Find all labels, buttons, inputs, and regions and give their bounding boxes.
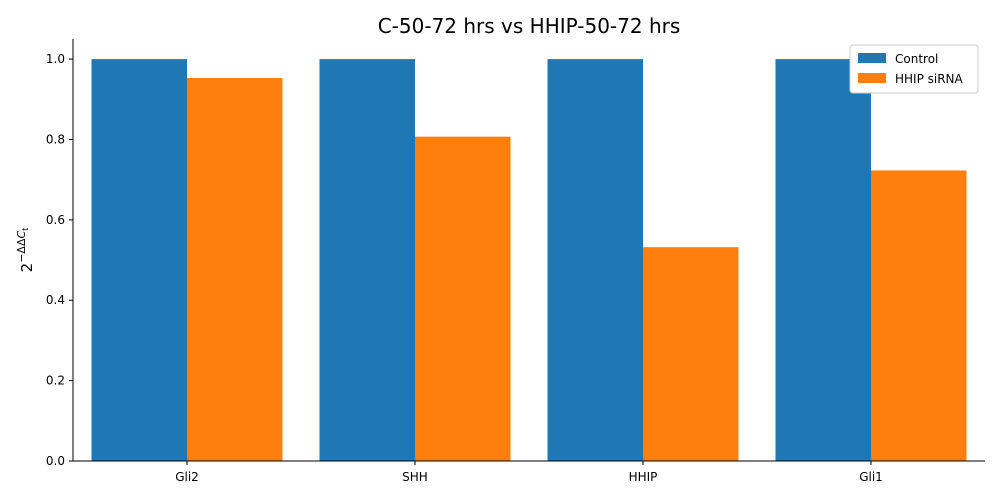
y-tick-label: 1.0	[46, 52, 65, 66]
plot-area	[91, 59, 967, 462]
chart-title: C-50-72 hrs vs HHIP-50-72 hrs	[378, 14, 681, 38]
y-axis-label: 2−ΔΔCt	[15, 228, 36, 273]
legend: Control HHIP siRNA	[849, 44, 979, 94]
y-tick-label: 0.2	[46, 374, 65, 388]
legend-label-hhip-sirna: HHIP siRNA	[895, 72, 964, 86]
x-tick-label-gli2: Gli2	[175, 470, 199, 484]
x-axis: Gli2 SHH HHIP Gli1	[73, 460, 985, 484]
bar-hhip-sirna-shh	[415, 136, 511, 462]
y-axis-label-text: 2−ΔΔCt	[15, 228, 36, 273]
y-tick-label: 0.6	[46, 213, 65, 227]
legend-label-control: Control	[895, 52, 938, 66]
bar-control-hhip	[547, 59, 643, 461]
bar-control-shh	[319, 59, 415, 461]
y-tick-label: 0.8	[46, 132, 65, 146]
y-axis: 0.0 0.2 0.4 0.6 0.8 1.0	[46, 39, 74, 468]
y-tick-label: 0.4	[46, 293, 65, 307]
legend-swatch-hhip-sirna	[858, 73, 886, 83]
bar-hhip-sirna-gli1	[871, 170, 967, 461]
x-tick-label-shh: SHH	[402, 470, 428, 484]
bar-hhip-sirna-gli2	[187, 77, 283, 461]
legend-swatch-control	[858, 53, 886, 63]
bar-hhip-sirna-hhip	[643, 247, 739, 461]
x-tick-label-gli1: Gli1	[859, 470, 883, 484]
bar-control-gli1	[775, 59, 871, 461]
bar-control-gli2	[91, 59, 187, 461]
x-tick-label-hhip: HHIP	[629, 470, 658, 484]
y-tick-label: 0.0	[46, 454, 65, 468]
